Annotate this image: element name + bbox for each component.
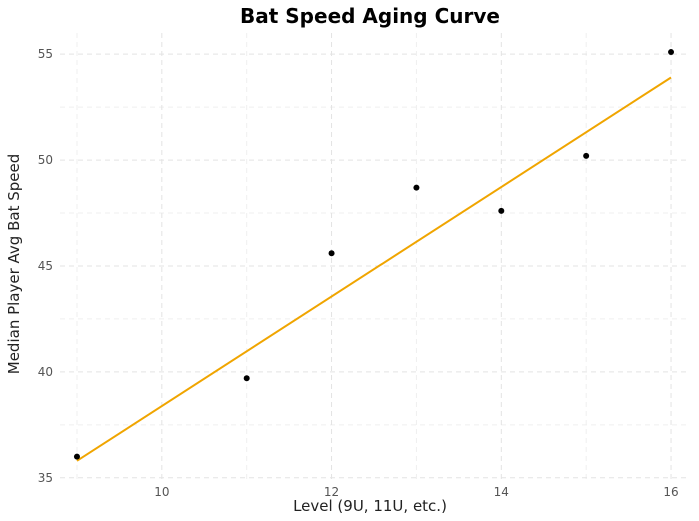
x-axis-label: Level (9U, 11U, etc.) (293, 497, 447, 515)
grid (60, 33, 688, 482)
y-tick-label: 55 (38, 47, 53, 61)
y-axis-label: Median Player Avg Bat Speed (5, 154, 23, 374)
x-tick-label: 16 (663, 485, 678, 499)
data-point (243, 375, 250, 382)
data-point (498, 207, 505, 214)
fit-lines (76, 76, 672, 462)
tick-labels: 10 12 14 16 35 40 45 50 55 (38, 47, 679, 499)
data-point (668, 49, 675, 56)
data-point (583, 152, 590, 159)
data-point (413, 184, 420, 191)
chart-title: Bat Speed Aging Curve (240, 4, 500, 28)
x-tick-label: 10 (154, 485, 169, 499)
y-tick-label: 40 (38, 365, 53, 379)
data-points (73, 49, 675, 460)
trend-line (76, 76, 672, 462)
data-point (328, 250, 335, 257)
y-tick-label: 35 (38, 471, 53, 485)
data-point (73, 453, 80, 460)
y-tick-label: 45 (38, 259, 53, 273)
y-tick-label: 50 (38, 153, 53, 167)
x-tick-label: 14 (494, 485, 509, 499)
x-tick-label: 12 (324, 485, 339, 499)
